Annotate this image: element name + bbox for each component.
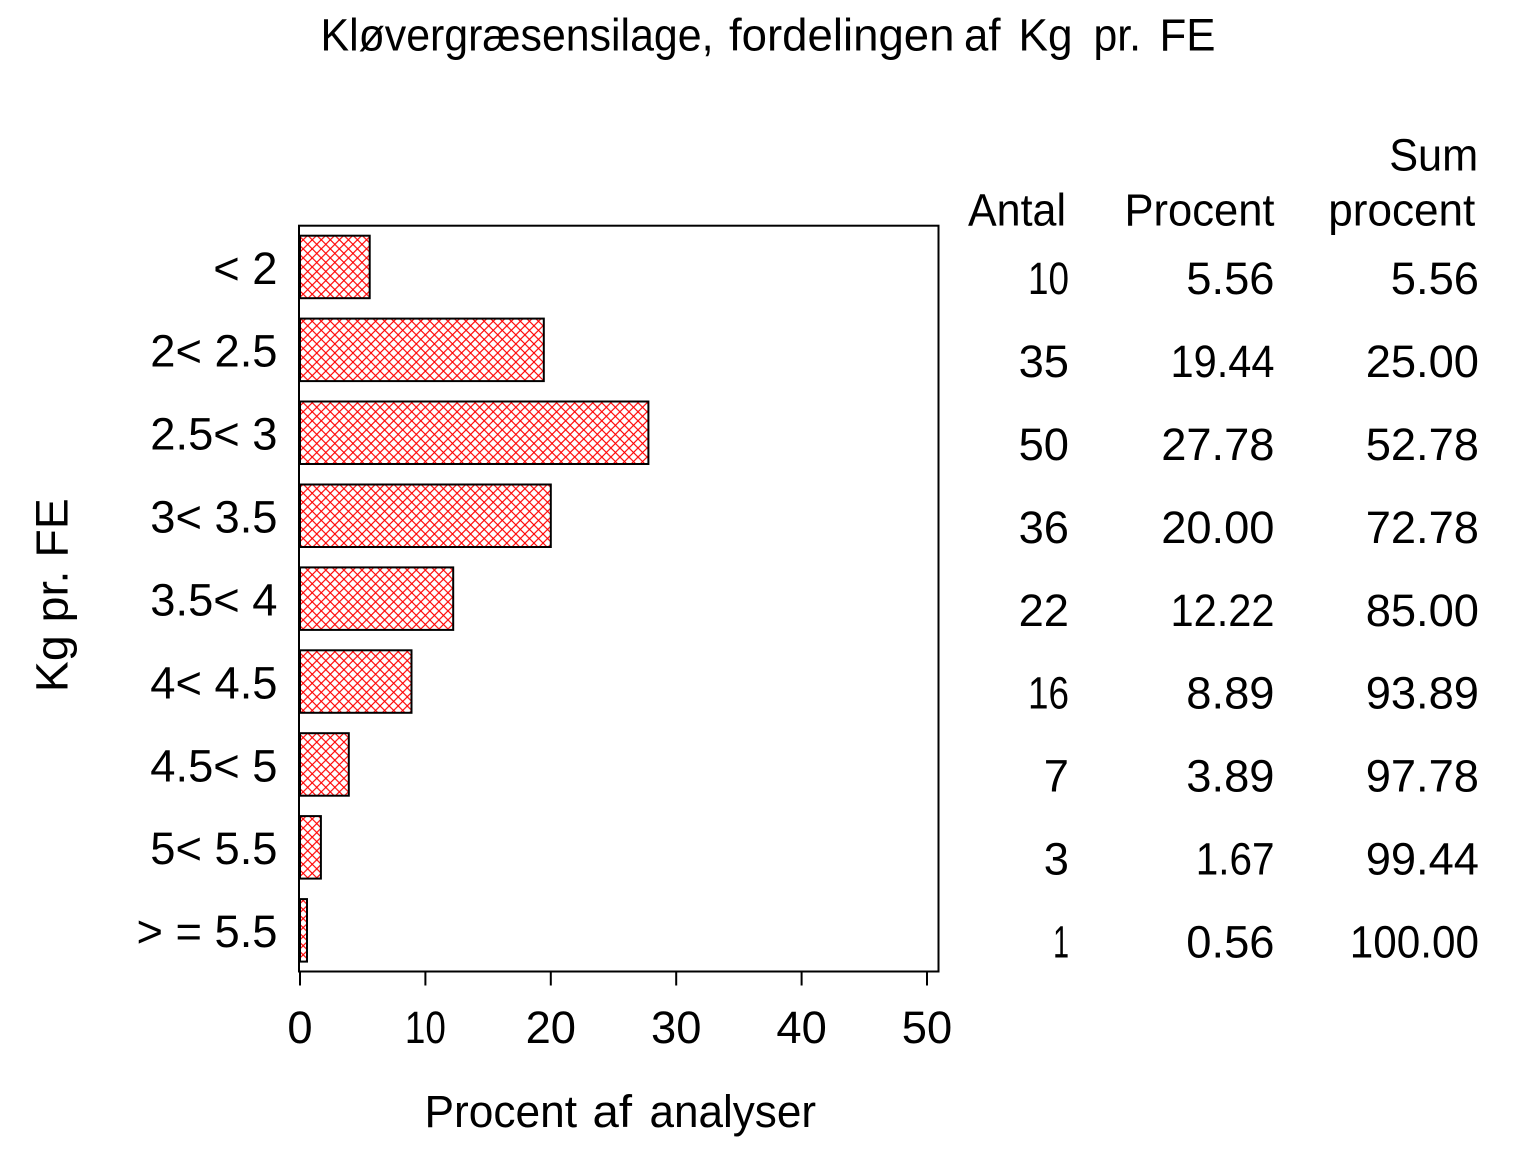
- svg-text:< 2: < 2: [213, 243, 277, 294]
- svg-text:1.67: 1.67: [1196, 834, 1275, 885]
- svg-text:97.78: 97.78: [1366, 751, 1479, 802]
- svg-text:4.5< 5: 4.5< 5: [150, 740, 277, 791]
- svg-text:> = 5.5: > = 5.5: [136, 906, 277, 957]
- svg-text:10: 10: [1028, 253, 1069, 304]
- svg-text:7: 7: [1044, 751, 1069, 802]
- svg-text:22: 22: [1019, 585, 1069, 636]
- svg-text:2< 2.5: 2< 2.5: [150, 326, 277, 377]
- svg-text:pr.: pr.: [1094, 10, 1142, 61]
- svg-text:85.00: 85.00: [1366, 585, 1479, 636]
- svg-text:27.78: 27.78: [1161, 419, 1274, 470]
- svg-text:100.00: 100.00: [1350, 917, 1479, 968]
- svg-text:20.00: 20.00: [1161, 502, 1274, 553]
- svg-text:Procent: Procent: [425, 1086, 578, 1137]
- svg-text:12.22: 12.22: [1171, 585, 1275, 636]
- svg-text:analyser: analyser: [650, 1086, 817, 1137]
- svg-text:procent: procent: [1328, 185, 1475, 236]
- svg-text:2.5< 3: 2.5< 3: [150, 409, 277, 460]
- svg-text:5.56: 5.56: [1186, 253, 1274, 304]
- svg-text:50: 50: [902, 1002, 952, 1053]
- svg-text:0.56: 0.56: [1186, 917, 1274, 968]
- svg-text:19.44: 19.44: [1171, 336, 1275, 387]
- svg-text:Procent: Procent: [1125, 185, 1275, 236]
- svg-text:Sum: Sum: [1389, 130, 1478, 181]
- svg-text:30: 30: [651, 1002, 701, 1053]
- svg-text:1: 1: [1053, 917, 1069, 968]
- svg-text:3< 3.5: 3< 3.5: [150, 492, 277, 543]
- svg-text:52.78: 52.78: [1366, 419, 1479, 470]
- svg-text:40: 40: [776, 1002, 826, 1053]
- svg-text:4< 4.5: 4< 4.5: [150, 657, 277, 708]
- svg-text:FE: FE: [1160, 10, 1216, 61]
- svg-text:25.00: 25.00: [1366, 336, 1479, 387]
- svg-text:5.56: 5.56: [1391, 253, 1479, 304]
- svg-text:af: af: [964, 10, 1001, 61]
- svg-text:3: 3: [1044, 834, 1069, 885]
- svg-text:93.89: 93.89: [1366, 668, 1479, 719]
- svg-text:5< 5.5: 5< 5.5: [150, 823, 277, 874]
- svg-text:Kløvergræsensilage,: Kløvergræsensilage,: [321, 10, 714, 61]
- svg-text:af: af: [593, 1086, 633, 1137]
- svg-text:fordelingen: fordelingen: [729, 10, 955, 61]
- svg-text:36: 36: [1019, 502, 1069, 553]
- svg-text:20: 20: [526, 1002, 576, 1053]
- svg-text:16: 16: [1028, 668, 1069, 719]
- svg-text:Antal: Antal: [968, 185, 1066, 236]
- svg-text:8.89: 8.89: [1186, 668, 1274, 719]
- svg-text:Kg pr. FE: Kg pr. FE: [26, 498, 77, 692]
- svg-text:0: 0: [287, 1002, 312, 1053]
- svg-text:72.78: 72.78: [1366, 502, 1479, 553]
- svg-text:50: 50: [1019, 419, 1069, 470]
- svg-text:35: 35: [1019, 336, 1069, 387]
- svg-text:Kg: Kg: [1019, 10, 1073, 61]
- svg-text:99.44: 99.44: [1366, 834, 1479, 885]
- svg-text:10: 10: [405, 1002, 446, 1053]
- svg-text:3.5< 4: 3.5< 4: [150, 575, 277, 626]
- svg-text:3.89: 3.89: [1186, 751, 1274, 802]
